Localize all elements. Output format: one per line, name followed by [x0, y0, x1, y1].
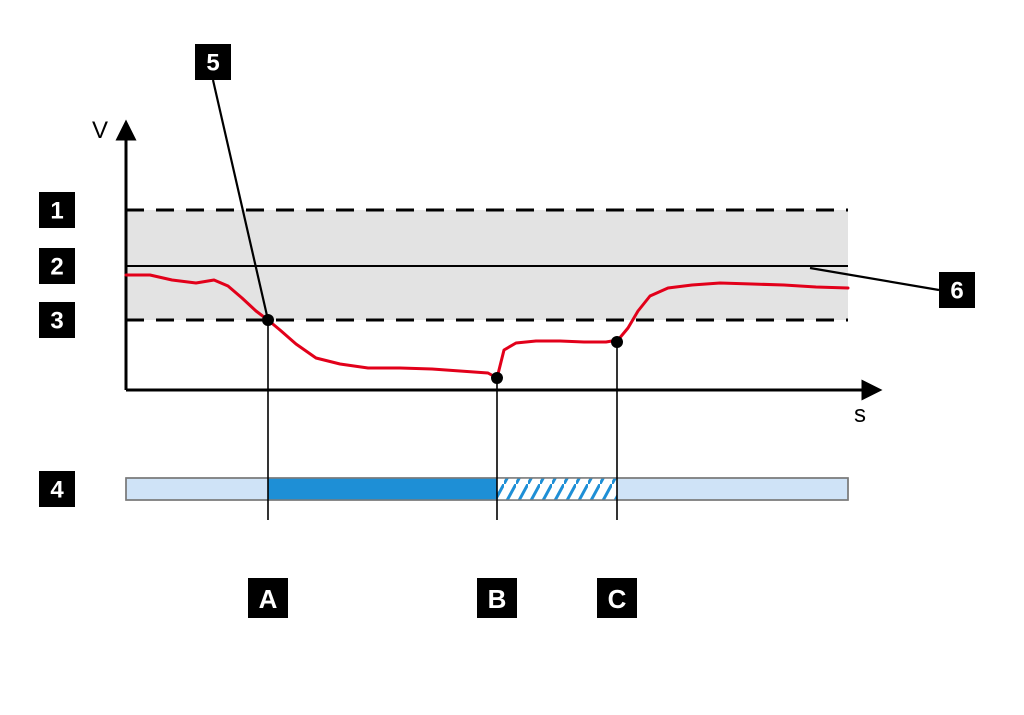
x-axis-label: s	[854, 401, 866, 428]
svg-text:5: 5	[206, 50, 219, 77]
svg-text:4: 4	[50, 477, 64, 504]
callout-3: 3	[39, 302, 75, 338]
svg-text:B: B	[488, 584, 507, 614]
svg-text:3: 3	[50, 308, 63, 335]
marker-B	[491, 372, 503, 384]
callout-4: 4	[39, 471, 75, 507]
letter-box-C: C	[597, 578, 637, 618]
svg-text:1: 1	[50, 198, 63, 225]
svg-text:6: 6	[950, 278, 963, 305]
callout-2: 2	[39, 248, 75, 284]
callout-1: 1	[39, 192, 75, 228]
svg-text:A: A	[259, 584, 278, 614]
letter-box-A: A	[248, 578, 288, 618]
marker-A	[262, 314, 274, 326]
letter-box-B: B	[477, 578, 517, 618]
diagram-svg: Vs 1 2 3 4 5 6 A B C	[0, 0, 1024, 715]
svg-text:C: C	[608, 584, 627, 614]
svg-text:2: 2	[50, 254, 63, 281]
status-seg-violation	[268, 478, 497, 500]
callout-6: 6	[939, 272, 975, 308]
status-seg-hatched	[497, 478, 617, 500]
marker-C	[611, 336, 623, 348]
y-axis-label: V	[92, 117, 108, 144]
callout-5: 5	[195, 44, 231, 80]
